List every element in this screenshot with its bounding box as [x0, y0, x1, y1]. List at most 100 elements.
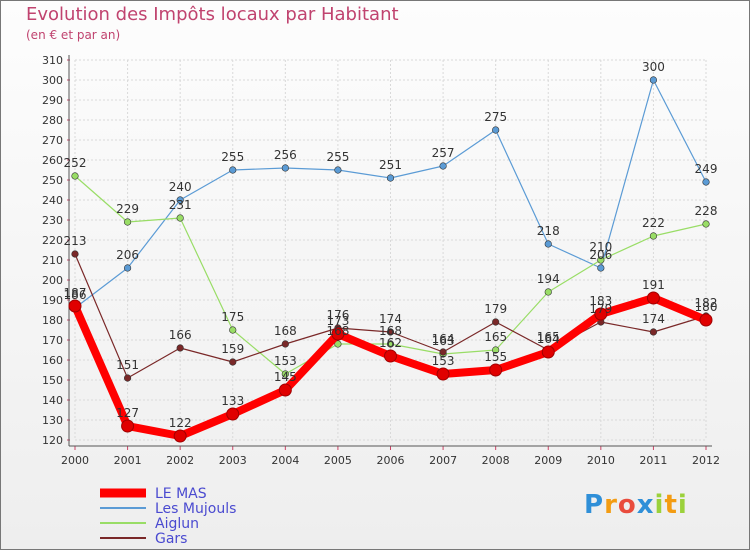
y-tick-label: 130	[42, 414, 63, 427]
legend-label: Gars	[155, 531, 187, 547]
data-point	[492, 126, 500, 134]
data-label: 153	[274, 354, 297, 368]
data-point	[492, 346, 500, 354]
data-label: 231	[169, 198, 192, 212]
data-label: 165	[484, 330, 507, 344]
y-tick-label: 200	[42, 274, 63, 287]
data-label: 164	[537, 332, 560, 346]
x-tick-label: 2010	[587, 454, 615, 467]
data-label: 252	[64, 156, 87, 170]
data-point	[176, 196, 184, 204]
data-label: 187	[64, 286, 87, 300]
data-label: 127	[116, 406, 139, 420]
data-label: 206	[589, 248, 612, 262]
data-point	[702, 220, 710, 228]
data-label: 228	[695, 204, 718, 218]
data-label: 210	[589, 240, 612, 254]
data-label: 159	[221, 342, 244, 356]
data-label: 179	[589, 302, 612, 316]
data-label: 222	[642, 216, 665, 230]
data-point	[331, 327, 345, 341]
data-point	[436, 367, 450, 381]
data-point	[229, 326, 237, 334]
data-label: 145	[274, 370, 297, 384]
legend-label: Les Mujouls	[155, 501, 236, 517]
logo-letter: o	[617, 490, 637, 520]
logo-letter: r	[604, 490, 618, 520]
series-lines	[68, 76, 713, 443]
data-point	[702, 178, 710, 186]
data-label: 164	[432, 332, 455, 346]
data-point	[386, 174, 395, 182]
data-point	[384, 349, 397, 363]
x-tick-label: 2008	[482, 454, 510, 467]
data-point	[123, 374, 132, 382]
y-tick-label: 280	[42, 114, 63, 127]
data-label: 257	[432, 146, 455, 160]
data-point	[71, 250, 79, 258]
data-label: 155	[484, 350, 507, 364]
data-label: 213	[64, 234, 87, 248]
y-tick-label: 170	[42, 334, 63, 347]
data-point	[229, 166, 237, 174]
data-label: 218	[537, 224, 560, 238]
data-point	[229, 358, 237, 366]
y-tick-label: 120	[42, 434, 63, 447]
data-label: 249	[695, 162, 718, 176]
proxiti-logo: Proxiti	[584, 490, 688, 520]
y-tick-label: 190	[42, 294, 63, 307]
y-tick-label: 260	[42, 154, 63, 167]
axes: 120 130 140 150 160 170 180 190 200 210 220 230 240 2…	[42, 54, 720, 467]
x-tick-label: 2009	[534, 454, 562, 467]
data-point	[121, 419, 135, 433]
y-tick-label: 240	[42, 194, 63, 207]
data-label: 191	[642, 278, 665, 292]
x-tick-label: 2012	[692, 454, 720, 467]
data-point	[281, 370, 289, 378]
y-tick-label: 150	[42, 374, 63, 387]
data-point	[489, 363, 503, 377]
data-label: 251	[379, 158, 402, 172]
grid-lines	[74, 59, 707, 441]
data-point	[281, 164, 289, 172]
y-tick-label: 300	[42, 74, 63, 87]
data-label: 175	[221, 310, 244, 324]
y-tick-label: 270	[42, 134, 63, 147]
data-label: 162	[379, 336, 402, 350]
data-point	[386, 340, 395, 348]
data-label: 255	[221, 150, 244, 164]
data-point	[226, 407, 240, 421]
data-point	[544, 288, 552, 296]
data-point	[123, 218, 132, 226]
x-tick-label: 2003	[219, 454, 247, 467]
data-label: 122	[169, 416, 192, 430]
data-point	[278, 383, 292, 397]
data-label: 275	[484, 110, 507, 124]
data-label: 151	[116, 358, 139, 372]
logo-letter: i	[677, 490, 688, 520]
data-label: 174	[642, 312, 665, 326]
data-label: 240	[169, 180, 192, 194]
data-point	[176, 344, 184, 352]
x-tick-label: 2007	[429, 454, 457, 467]
data-label: 183	[589, 294, 612, 308]
data-label: 229	[116, 202, 139, 216]
data-point	[173, 429, 187, 443]
data-point	[123, 264, 132, 272]
x-tick-label: 2002	[166, 454, 194, 467]
data-point	[649, 76, 658, 84]
data-label: 180	[695, 300, 718, 314]
data-point	[699, 313, 713, 327]
data-label: 168	[274, 324, 297, 338]
data-label: 206	[116, 248, 139, 262]
data-label: 256	[274, 148, 297, 162]
y-tick-label: 310	[42, 54, 63, 67]
logo-letter: x	[636, 490, 655, 520]
data-label: 186	[64, 288, 87, 302]
data-label: 173	[326, 314, 349, 328]
chart-subtitle: (en € et par an)	[26, 28, 121, 42]
data-point	[649, 232, 658, 240]
data-label: 179	[484, 302, 507, 316]
x-tick-label: 2005	[324, 454, 352, 467]
y-tick-label: 180	[42, 314, 63, 327]
